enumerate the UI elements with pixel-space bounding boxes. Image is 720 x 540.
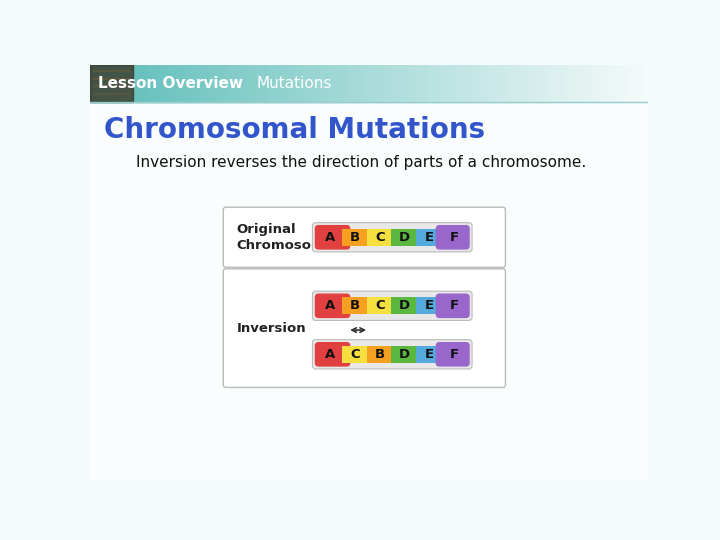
FancyBboxPatch shape bbox=[366, 229, 393, 246]
Text: D: D bbox=[399, 348, 410, 361]
Text: Mutations: Mutations bbox=[256, 76, 332, 91]
FancyBboxPatch shape bbox=[416, 298, 443, 314]
FancyBboxPatch shape bbox=[223, 269, 505, 387]
Text: E: E bbox=[425, 348, 434, 361]
Text: C: C bbox=[375, 231, 384, 244]
FancyBboxPatch shape bbox=[342, 346, 368, 363]
FancyBboxPatch shape bbox=[436, 294, 469, 318]
Text: D: D bbox=[399, 231, 410, 244]
Text: Inversion reverses the direction of parts of a chromosome.: Inversion reverses the direction of part… bbox=[137, 154, 587, 170]
Text: B: B bbox=[350, 231, 360, 244]
FancyBboxPatch shape bbox=[312, 222, 472, 252]
FancyBboxPatch shape bbox=[392, 298, 418, 314]
Text: E: E bbox=[425, 231, 434, 244]
Bar bbox=[90, 65, 132, 102]
Text: F: F bbox=[450, 231, 459, 244]
Text: Chromosomal Mutations: Chromosomal Mutations bbox=[104, 116, 485, 144]
Text: Lesson Overview: Lesson Overview bbox=[98, 76, 243, 91]
Text: Inversion: Inversion bbox=[236, 322, 306, 335]
FancyBboxPatch shape bbox=[312, 340, 472, 369]
Text: C: C bbox=[375, 299, 384, 312]
FancyBboxPatch shape bbox=[315, 294, 351, 318]
FancyBboxPatch shape bbox=[416, 229, 443, 246]
Text: A: A bbox=[325, 299, 336, 312]
FancyBboxPatch shape bbox=[416, 346, 443, 363]
FancyBboxPatch shape bbox=[436, 342, 469, 367]
Text: E: E bbox=[425, 299, 434, 312]
FancyBboxPatch shape bbox=[436, 225, 469, 249]
FancyBboxPatch shape bbox=[366, 298, 393, 314]
FancyBboxPatch shape bbox=[392, 346, 418, 363]
FancyBboxPatch shape bbox=[392, 229, 418, 246]
Text: A: A bbox=[325, 231, 336, 244]
Text: F: F bbox=[450, 299, 459, 312]
Text: D: D bbox=[399, 299, 410, 312]
Text: F: F bbox=[450, 348, 459, 361]
FancyBboxPatch shape bbox=[366, 346, 393, 363]
Text: A: A bbox=[325, 348, 336, 361]
Text: B: B bbox=[375, 348, 385, 361]
FancyBboxPatch shape bbox=[342, 298, 368, 314]
FancyBboxPatch shape bbox=[315, 225, 351, 249]
Text: Original
Chromosome: Original Chromosome bbox=[236, 223, 334, 252]
FancyBboxPatch shape bbox=[312, 291, 472, 320]
FancyBboxPatch shape bbox=[342, 229, 368, 246]
FancyBboxPatch shape bbox=[223, 207, 505, 267]
Text: C: C bbox=[350, 348, 360, 361]
Text: B: B bbox=[350, 299, 360, 312]
FancyBboxPatch shape bbox=[315, 342, 351, 367]
